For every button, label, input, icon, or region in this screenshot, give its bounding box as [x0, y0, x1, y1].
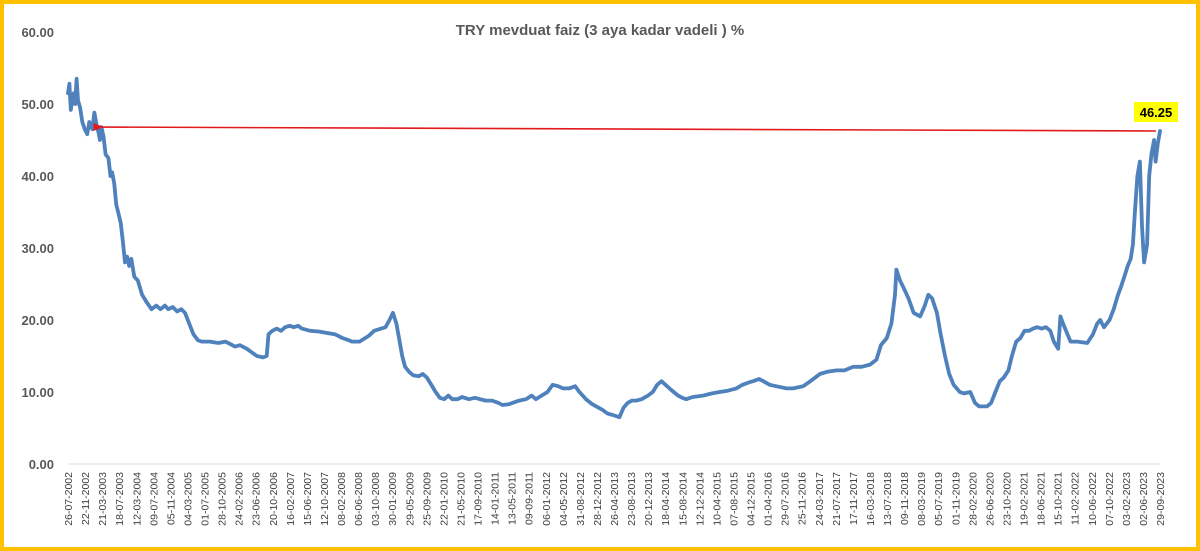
x-tick-label: 01-07-2005 [200, 472, 212, 526]
x-tick-label: 06-06-2008 [353, 472, 365, 526]
x-tick-label: 06-01-2012 [541, 472, 553, 526]
chart-title: TRY mevduat faiz (3 aya kadar vadeli ) % [456, 22, 744, 39]
y-tick-label: 40.00 [21, 169, 54, 184]
x-tick-label: 30-01-2009 [387, 472, 399, 526]
x-tick-label: 19-02-2021 [1019, 472, 1031, 526]
y-tick-label: 20.00 [21, 313, 54, 328]
line-chart: TRY mevduat faiz (3 aya kadar vadeli ) %… [21, 22, 1178, 526]
y-axis-ticks: 0.00 10.00 20.00 30.00 40.00 50.00 60.00 [21, 25, 54, 472]
x-tick-label: 03-02-2023 [1121, 472, 1133, 526]
x-tick-label: 22-01-2010 [438, 472, 450, 526]
y-tick-label: 0.00 [29, 457, 54, 472]
x-tick-label: 28-02-2020 [967, 472, 979, 526]
x-tick-label: 08-02-2008 [336, 472, 348, 526]
x-tick-label: 29-07-2016 [780, 472, 792, 526]
y-tick-label: 60.00 [21, 25, 54, 40]
x-tick-label: 09-11-2018 [899, 472, 911, 525]
x-tick-label: 17-09-2010 [473, 472, 485, 526]
x-tick-label: 07-08-2015 [728, 472, 740, 526]
chart-frame: TRY mevduat faiz (3 aya kadar vadeli ) %… [4, 4, 1196, 547]
x-tick-label: 04-03-2005 [182, 472, 194, 526]
annotation: 46.25 [93, 102, 1178, 132]
x-tick-label: 25-09-2009 [421, 472, 433, 526]
x-tick-label: 03-10-2008 [370, 472, 382, 526]
x-tick-label: 12-10-2007 [319, 472, 331, 526]
x-tick-label: 16-02-2007 [285, 472, 297, 526]
x-tick-label: 18-06-2021 [1036, 472, 1048, 526]
x-tick-label: 01-04-2016 [763, 472, 775, 526]
x-tick-label: 26-07-2002 [63, 472, 75, 526]
x-tick-label: 04-12-2015 [746, 472, 758, 526]
y-tick-label: 10.00 [21, 385, 54, 400]
x-tick-label: 14-01-2011 [490, 472, 502, 525]
x-tick-label: 09-07-2004 [148, 472, 160, 526]
x-tick-label: 11-02-2022 [1070, 472, 1082, 525]
x-tick-label: 15-06-2007 [302, 472, 314, 526]
x-tick-label: 31-08-2012 [575, 472, 587, 526]
x-tick-label: 01-11-2019 [950, 472, 962, 525]
x-tick-label: 25-11-2016 [797, 472, 809, 525]
callout-box [1134, 102, 1178, 122]
x-tick-label: 20-12-2013 [643, 472, 655, 526]
x-tick-label: 12-03-2004 [131, 472, 143, 526]
x-axis-ticks: 26-07-2002 22-11-2002 21-03-2003 18-07-2003… [63, 472, 1167, 526]
series-line [66, 76, 1162, 420]
y-tick-label: 50.00 [21, 97, 54, 112]
x-tick-label: 17-11-2017 [848, 472, 860, 525]
x-tick-label: 26-06-2020 [984, 472, 996, 526]
x-tick-label: 18-04-2014 [660, 472, 672, 526]
x-tick-label: 23-08-2013 [626, 472, 638, 526]
x-tick-label: 05-07-2019 [933, 472, 945, 526]
x-tick-label: 28-10-2005 [217, 472, 229, 526]
x-tick-label: 28-12-2012 [592, 472, 604, 526]
x-tick-label: 10-06-2022 [1087, 472, 1099, 526]
x-tick-label: 15-10-2021 [1053, 472, 1065, 526]
x-tick-label: 12-12-2014 [694, 472, 706, 526]
x-tick-label: 29-05-2009 [404, 472, 416, 526]
x-tick-label: 13-05-2011 [507, 472, 519, 525]
x-tick-label: 23-10-2020 [1001, 472, 1013, 526]
x-tick-label: 08-03-2019 [916, 472, 928, 526]
x-tick-label: 20-10-2006 [268, 472, 280, 526]
y-tick-label: 30.00 [21, 241, 54, 256]
x-tick-label: 24-03-2017 [814, 472, 826, 526]
x-tick-label: 15-08-2014 [677, 472, 689, 526]
x-tick-label: 09-09-2011 [524, 472, 536, 525]
x-tick-label: 26-04-2013 [609, 472, 621, 526]
x-tick-label: 07-10-2022 [1104, 472, 1116, 526]
x-tick-label: 10-04-2015 [711, 472, 723, 526]
x-tick-label: 29-09-2023 [1155, 472, 1167, 526]
x-tick-label: 22-11-2002 [80, 472, 92, 525]
x-tick-label: 16-03-2018 [865, 472, 877, 526]
annotation-arrow [93, 123, 1157, 132]
x-tick-label: 21-03-2003 [97, 472, 109, 526]
x-tick-label: 21-05-2010 [455, 472, 467, 526]
x-tick-label: 21-07-2017 [831, 472, 843, 526]
x-tick-label: 13-07-2018 [882, 472, 894, 526]
x-tick-label: 04-05-2012 [558, 472, 570, 526]
x-tick-label: 18-07-2003 [114, 472, 126, 526]
x-tick-label: 02-06-2023 [1138, 472, 1150, 526]
x-tick-label: 05-11-2004 [165, 472, 177, 525]
callout-label: 46.25 [1140, 105, 1173, 120]
x-tick-label: 23-06-2006 [251, 472, 263, 526]
x-tick-label: 24-02-2006 [234, 472, 246, 526]
